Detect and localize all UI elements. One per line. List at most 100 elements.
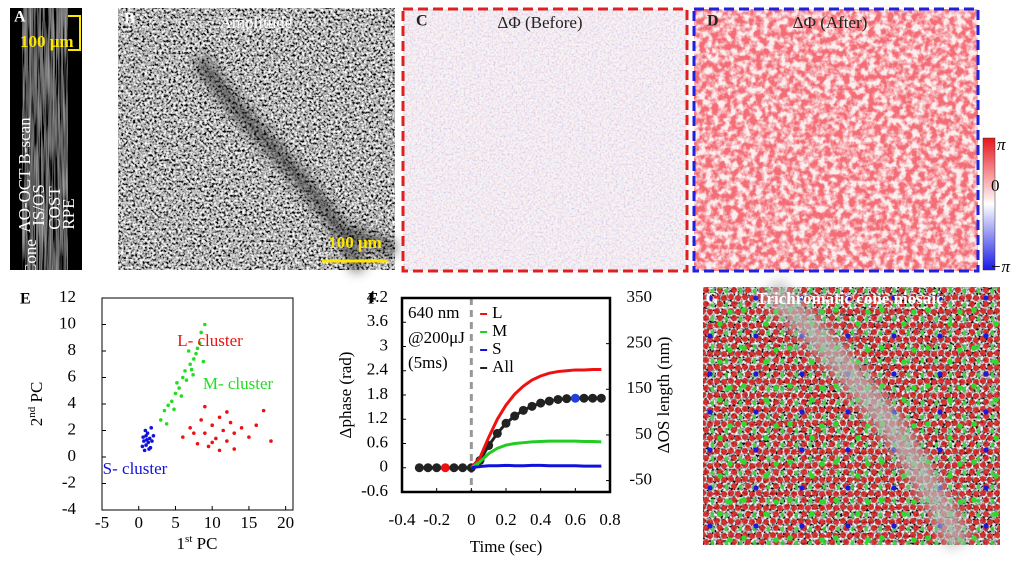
scale-label: 100 μm [328,233,382,252]
vessel [194,56,398,274]
x-tick-label: 0.6 [565,510,586,529]
point [432,463,442,473]
panel-border [692,7,980,273]
layer-label: COST [45,186,64,230]
point [197,341,202,345]
point [423,463,433,473]
y-tick-label: -0.6 [361,481,388,500]
y-tick-label: 1.8 [367,384,388,403]
point [232,447,237,451]
x-tick-label: 15 [240,513,257,532]
point [570,393,580,403]
annotation: @200μJ [408,328,465,347]
point [188,426,192,430]
point [203,431,207,435]
panel-g: G Trichromatic cone mosaic [703,278,1000,551]
legend-label: L- cluster [177,331,243,350]
y-tick-label: 2 [68,419,77,438]
point [225,410,229,414]
y-tick-label: 6 [68,366,77,385]
point [145,437,149,442]
point [147,447,151,451]
scale-bar [68,15,81,51]
point [203,322,207,327]
y-tick-label: 4 [68,393,77,412]
point [151,434,156,438]
point [210,423,214,428]
point [596,393,606,403]
point [149,426,154,430]
point [192,357,196,361]
point [173,391,178,396]
y2-tick-label: 150 [627,378,653,397]
y-tick-label: 0 [68,446,77,465]
point [189,367,194,372]
series-line [470,439,602,469]
x-tick-label: -5 [95,513,109,532]
y2-tick-label: 250 [627,333,653,352]
panel-label: G [706,291,719,308]
point [210,440,214,445]
point [195,441,200,446]
image-title: ΔΦ (Before) [497,13,582,32]
point [239,426,244,430]
point [172,407,176,412]
point [142,448,147,453]
colorbar-label: π [997,135,1006,154]
series-line [471,463,602,470]
point [140,444,145,449]
x-axis-label: Time (sec) [470,537,543,556]
point [562,394,572,404]
point [144,434,148,438]
point [199,330,203,335]
point [179,394,184,398]
x-tick-label: 0 [134,513,143,532]
y-tick-label: 1.2 [367,408,388,427]
point [261,408,266,413]
point [221,428,226,433]
colorbar-label: −π [990,257,1010,276]
point [544,396,554,406]
point [146,440,151,445]
panel-c: C ΔΦ (Before) [401,7,689,273]
vessel [760,278,972,551]
colorbar: π 0 −π [982,135,1010,276]
y-tick-label: 10 [59,313,76,332]
point [181,435,185,439]
point [492,428,502,438]
legend-label: M- cluster [203,374,274,393]
point [141,435,145,439]
legend-label: S [492,339,501,358]
point [177,386,181,390]
point [527,401,537,411]
image-title: Amplitude [220,13,293,32]
point [232,431,237,435]
point [579,393,589,403]
point [143,428,148,433]
bscan-image [22,8,68,270]
plot-frame [101,297,294,511]
y-tick-label: 0 [380,457,389,476]
panel-d: D ΔΦ (After) [692,7,980,273]
y-tick-label: -4 [62,499,77,518]
point [142,439,146,443]
y-tick-label: 4.2 [367,287,388,306]
layer-label: IS/OS [29,184,48,226]
point [510,411,520,421]
y-axis-label: Δphase (rad) [336,352,355,439]
layer-label: RPE [59,198,78,229]
legend-label: L [492,303,502,322]
panel-label: A [14,9,26,26]
bscan-title: AO-OCT B-scan [15,117,34,233]
y2-tick-label: 350 [627,287,653,306]
y2-tick-label: 50 [635,424,652,443]
series-line [419,396,602,470]
point [518,405,528,415]
y-axis-label: 2nd PC [26,382,46,427]
y-tick-label: -2 [62,472,76,491]
point [449,463,459,473]
point [169,399,174,404]
point [164,422,169,426]
